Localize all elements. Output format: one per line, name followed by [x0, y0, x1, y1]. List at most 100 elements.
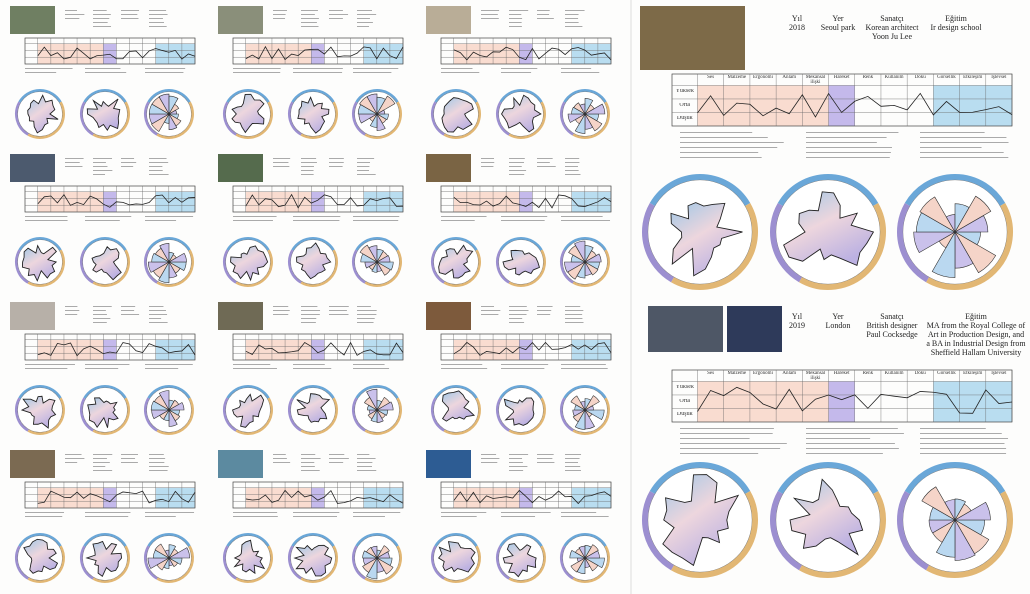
rose-petal — [147, 557, 171, 569]
note-line — [25, 220, 68, 221]
year-label: Yıl — [791, 14, 803, 23]
rose-petal — [584, 557, 599, 572]
rose-petal — [584, 261, 599, 276]
note-line — [561, 368, 608, 369]
note-line — [65, 158, 84, 159]
note-line — [25, 516, 63, 517]
artist-label: Sanatçı — [880, 14, 904, 23]
note-line — [509, 310, 529, 311]
profile-shape — [783, 191, 875, 267]
band-low — [245, 43, 312, 64]
ring-arc — [147, 89, 191, 103]
profile-shape — [231, 93, 265, 134]
ring-arc — [508, 101, 546, 139]
ring-arc — [223, 397, 237, 432]
note-line — [273, 158, 291, 159]
note-line — [565, 162, 580, 163]
note-line — [441, 216, 487, 217]
photo — [218, 302, 263, 330]
note-line — [65, 454, 82, 455]
rose-petal — [151, 113, 170, 132]
ring-arc — [649, 462, 751, 494]
note-line — [65, 14, 85, 15]
band-high — [933, 381, 1012, 422]
ring-arc — [300, 397, 338, 435]
ring-arc — [443, 397, 481, 435]
note-line — [441, 368, 488, 369]
ring-arc — [443, 101, 481, 139]
ring-arc — [572, 397, 610, 435]
note-line — [25, 216, 68, 217]
ring-arc — [300, 545, 338, 583]
ring-arc — [144, 545, 158, 580]
rose-petal — [584, 113, 603, 132]
band-high — [155, 339, 195, 360]
note-line — [65, 166, 83, 167]
note-line — [233, 512, 278, 513]
note-line — [680, 137, 768, 138]
note-line — [301, 22, 317, 23]
column-header: Renk — [862, 371, 874, 376]
note-line — [509, 14, 522, 15]
note-line — [501, 220, 545, 221]
ring-arc — [27, 249, 65, 287]
note-line — [65, 458, 85, 459]
column-header: Hareket — [833, 371, 850, 376]
trend-line — [37, 46, 196, 60]
note-line — [121, 10, 140, 11]
rose-petal — [572, 409, 587, 417]
ring-arc — [496, 249, 510, 284]
ring-arc — [18, 533, 62, 547]
rose-petal — [167, 252, 187, 263]
note-line — [301, 466, 315, 467]
note-line — [357, 14, 377, 15]
header-field: Sanatçı Korean architect Yoon Ju Lee — [862, 14, 922, 41]
rose-petal — [954, 498, 966, 522]
rose-petal — [370, 545, 378, 560]
note-line — [501, 216, 548, 217]
note-line — [233, 364, 271, 365]
note-line — [293, 68, 343, 69]
note-line — [145, 516, 176, 517]
ring-arc — [770, 491, 802, 571]
column-header: İşlevsel — [991, 75, 1007, 80]
note-line — [357, 18, 370, 19]
note-line — [301, 170, 314, 171]
note-line — [481, 306, 495, 307]
ring-arc — [352, 101, 366, 136]
education-label: Eğitim — [945, 14, 967, 23]
note-line — [561, 512, 597, 513]
note-line — [145, 72, 184, 73]
column-header: Etkileşim — [963, 75, 983, 80]
note-line — [357, 166, 370, 167]
ring-arc — [291, 385, 335, 399]
ring-arc — [235, 545, 273, 583]
note-line — [65, 162, 80, 163]
note-line — [565, 166, 578, 167]
profile-shape — [233, 539, 266, 575]
note-line — [920, 433, 1002, 434]
year: 2019 — [789, 321, 805, 330]
note-line — [353, 512, 401, 513]
ring-arc — [560, 101, 574, 136]
note-line — [509, 18, 523, 19]
ring-arc — [80, 249, 94, 284]
note-line — [145, 216, 194, 217]
ring-arc — [18, 237, 62, 251]
note-line — [509, 26, 522, 27]
note-line — [121, 158, 135, 159]
ring-arc — [226, 385, 270, 399]
ring-arc — [235, 101, 273, 139]
note-line — [301, 10, 318, 11]
photo — [426, 6, 471, 34]
note-line — [501, 68, 538, 69]
note-line — [85, 220, 120, 221]
ring-arc — [300, 249, 338, 287]
note-line — [301, 306, 318, 307]
rose-petal — [362, 557, 378, 573]
ring-arc — [288, 397, 302, 432]
column-header: Hareket — [833, 75, 850, 80]
note-line — [537, 158, 553, 159]
note-line — [537, 458, 553, 459]
